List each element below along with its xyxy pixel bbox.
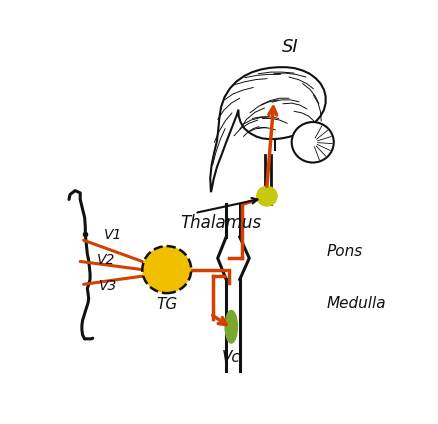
Text: Medulla: Medulla [326, 296, 386, 311]
Text: SI: SI [283, 38, 299, 56]
Text: Pons: Pons [326, 244, 363, 259]
Text: TG: TG [156, 297, 177, 312]
Text: V3: V3 [99, 279, 117, 293]
Circle shape [142, 246, 191, 293]
Text: Thalamus: Thalamus [180, 214, 261, 232]
Ellipse shape [225, 310, 237, 343]
Text: Vc: Vc [222, 350, 240, 365]
Text: V1: V1 [104, 229, 122, 243]
Polygon shape [210, 67, 325, 191]
Text: V2: V2 [97, 253, 116, 267]
Circle shape [292, 122, 334, 162]
Circle shape [257, 187, 277, 206]
